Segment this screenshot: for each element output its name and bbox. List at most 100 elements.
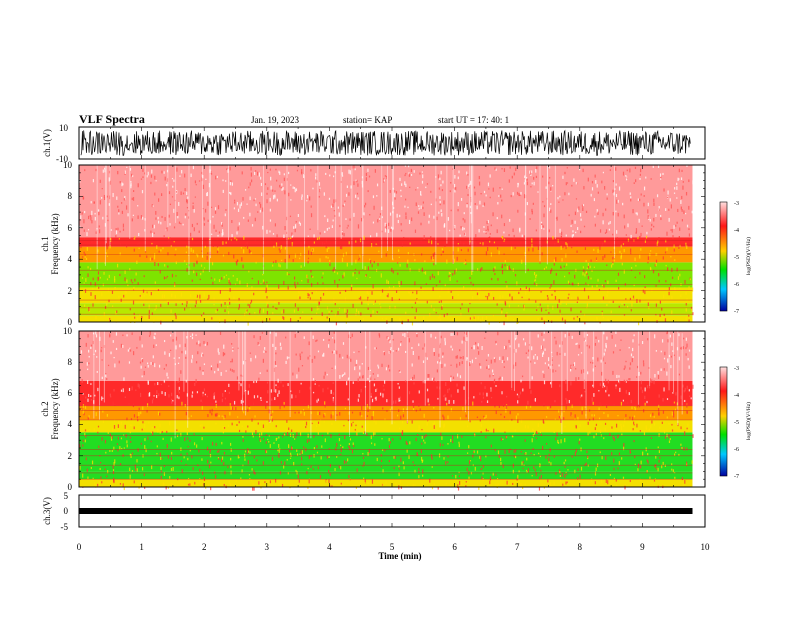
- spectrogram-speckle: [367, 307, 369, 310]
- spectrogram-speckle: [290, 199, 292, 201]
- spectrogram-speckle: [221, 222, 223, 227]
- spectrogram-speckle: [628, 392, 630, 396]
- spectrogram-speckle: [494, 378, 496, 381]
- spectrogram-speckle: [287, 383, 289, 386]
- spectrogram-speckle: [467, 248, 469, 252]
- spectrogram-speckle: [575, 198, 578, 200]
- spectrogram-speckle: [123, 377, 125, 381]
- spectrogram-speckle: [191, 279, 193, 282]
- spectrogram-speckle: [505, 405, 508, 409]
- spectrogram-speckle: [593, 393, 595, 397]
- xtick-0: 0: [77, 542, 82, 552]
- spectrogram-speckle: [439, 203, 441, 206]
- spectrogram-speckle: [606, 197, 608, 200]
- spectrogram-speckle: [569, 368, 572, 372]
- spectrogram-speckle: [259, 336, 261, 340]
- spectrogram-speckle: [363, 477, 365, 480]
- spectrogram-speckle: [262, 308, 265, 313]
- spectrogram-speckle: [315, 176, 317, 180]
- ch1-spectrogram-panel: 0 2 4 6 8 10 ch.1 Frequency (kHz): [40, 160, 706, 327]
- spectrogram-speckle: [86, 247, 88, 251]
- spectrogram-speckle: [229, 288, 231, 292]
- spectrogram-speckle: [456, 355, 458, 359]
- spectrogram-speckle: [113, 276, 116, 280]
- spectrogram-speckle: [413, 170, 415, 173]
- spectrogram-speckle: [400, 189, 402, 192]
- spectrogram-speckle: [348, 169, 350, 174]
- spectrogram-speckle: [404, 174, 406, 177]
- spectrogram-speckle: [310, 205, 312, 208]
- spectrogram-speckle: [609, 221, 611, 224]
- spectrogram-streak: [228, 165, 229, 241]
- spectrogram-speckle: [517, 400, 519, 404]
- spectrogram-speckle: [115, 347, 118, 351]
- spectrogram-speckle: [583, 269, 585, 273]
- spectrogram-speckle: [564, 459, 567, 462]
- spectrogram-speckle: [503, 231, 505, 234]
- spectrogram-speckle: [384, 175, 386, 177]
- spectrogram-speckle: [598, 288, 601, 291]
- spectrogram-speckle: [586, 302, 588, 307]
- spectrogram-speckle: [535, 472, 537, 477]
- spectrogram-speckle: [160, 475, 162, 479]
- spectrogram-speckle: [367, 481, 369, 485]
- spectrogram-speckle: [130, 440, 132, 443]
- spectrogram-speckle: [516, 393, 519, 396]
- spectrogram-speckle: [430, 203, 432, 206]
- spectrogram-speckle: [279, 342, 282, 346]
- spectrogram-speckle: [328, 247, 330, 250]
- spectrogram-speckle: [678, 236, 680, 239]
- spectrogram-speckle: [256, 459, 258, 462]
- spectrogram-speckle: [416, 332, 418, 335]
- spectrogram-speckle: [664, 351, 666, 356]
- spectrogram-speckle: [121, 202, 123, 204]
- spectrogram-speckle: [196, 300, 198, 303]
- spectrogram-speckle: [247, 303, 249, 307]
- spectrogram-speckle: [554, 400, 556, 403]
- spectrogram-speckle: [430, 304, 433, 308]
- spectrogram-speckle: [228, 297, 231, 300]
- spectrogram-speckle: [108, 274, 110, 278]
- spectrogram-speckle: [139, 392, 142, 398]
- spectrogram-speckle: [304, 403, 306, 406]
- spectrogram-speckle: [80, 215, 82, 220]
- spectrogram-speckle: [191, 336, 194, 340]
- spectrogram-speckle: [641, 389, 644, 394]
- spectrogram-speckle: [159, 423, 161, 428]
- spectrogram-speckle: [553, 280, 555, 285]
- spectrogram-speckle: [161, 431, 163, 434]
- spectrogram-speckle: [131, 197, 133, 201]
- spectrogram-speckle: [456, 383, 458, 387]
- spectrogram-speckle: [384, 228, 387, 233]
- spectrogram-speckle: [478, 486, 480, 490]
- spectrogram-speckle: [264, 481, 266, 484]
- spectrogram-speckle: [103, 465, 105, 467]
- spectrogram-speckle: [138, 384, 140, 389]
- spectrogram-speckle: [580, 466, 583, 471]
- spectrogram-speckle: [340, 466, 342, 470]
- spectrogram-speckle: [333, 350, 335, 353]
- spectrogram-speckle: [438, 453, 441, 458]
- spectrogram-speckle: [316, 339, 318, 342]
- spectrogram-speckle: [563, 275, 566, 278]
- spectrogram-speckle: [591, 414, 593, 417]
- spectrogram-speckle: [164, 217, 166, 221]
- spectrogram-speckle: [604, 348, 606, 352]
- spectrogram-speckle: [634, 276, 636, 279]
- spectrogram-speckle: [528, 287, 530, 292]
- ch1-ytick-neg10: -10: [56, 154, 68, 164]
- spectrogram-speckle: [490, 359, 492, 364]
- spectrogram-speckle: [657, 374, 660, 379]
- spectrogram-speckle: [550, 268, 553, 272]
- spectrogram-speckle: [450, 364, 452, 366]
- spectrogram-speckle: [682, 181, 684, 183]
- spectrogram-speckle: [347, 398, 349, 401]
- spectrogram-speckle: [521, 259, 523, 264]
- spectrogram-speckle: [164, 264, 166, 267]
- spectrogram-speckle: [228, 480, 230, 485]
- spectrogram-speckle: [690, 308, 693, 312]
- spectrogram-speckle: [686, 461, 688, 465]
- spectrogram-speckle: [469, 302, 471, 305]
- spectrogram-speckle: [428, 239, 430, 244]
- spectrogram-speckle: [272, 261, 275, 264]
